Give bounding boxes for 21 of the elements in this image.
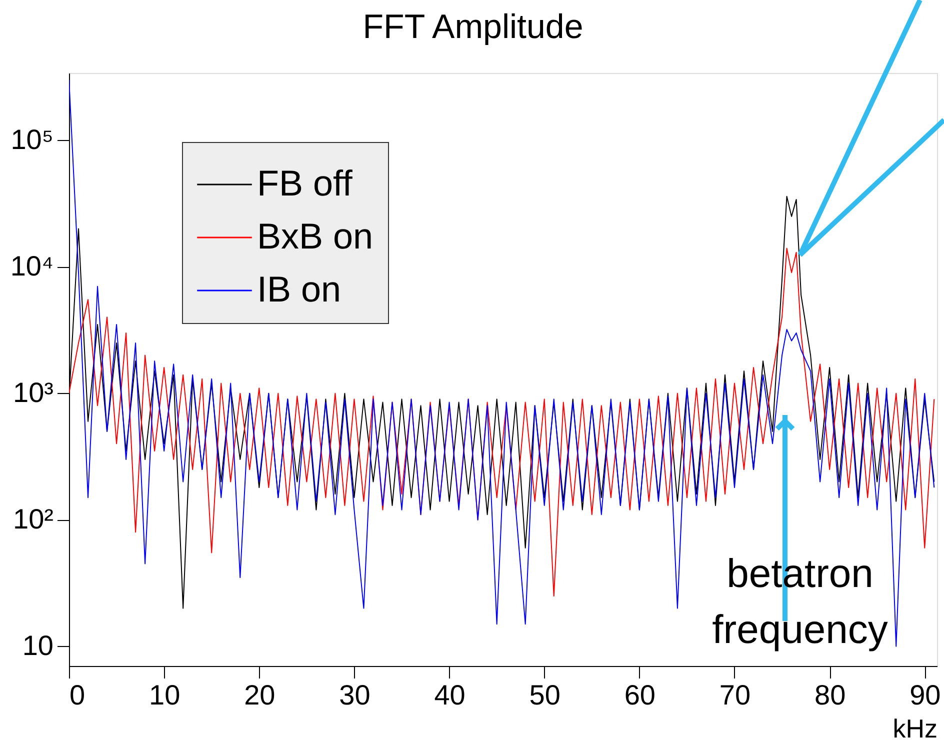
- x-tick-label: 20: [244, 680, 276, 710]
- legend-label: BxB on: [257, 216, 374, 256]
- x-tick-label: 90: [910, 680, 941, 710]
- x-tick-label: 80: [814, 680, 846, 710]
- y-tick-label: 10²: [13, 503, 54, 534]
- x-tick-label: 0: [70, 680, 86, 710]
- x-axis-title: kHz: [892, 714, 938, 740]
- x-tick-label: 60: [624, 680, 656, 710]
- legend-label: IB on: [257, 268, 342, 310]
- line-series: [69, 248, 935, 597]
- x-tick-label: 30: [339, 680, 370, 710]
- chart-title: FFT Amplitude: [362, 8, 584, 46]
- y-tick-label: 10⁵: [10, 124, 54, 155]
- y-tick-label: 10³: [13, 376, 54, 408]
- y-tick-label: 10⁴: [10, 250, 54, 282]
- x-tick-label: 10: [148, 680, 180, 710]
- x-tick-label: 50: [529, 680, 560, 710]
- legend-label: FB off: [257, 162, 354, 204]
- x-tick-label: 70: [719, 680, 751, 710]
- x-tick-label: 40: [434, 680, 466, 710]
- y-tick-label: 10: [22, 630, 54, 661]
